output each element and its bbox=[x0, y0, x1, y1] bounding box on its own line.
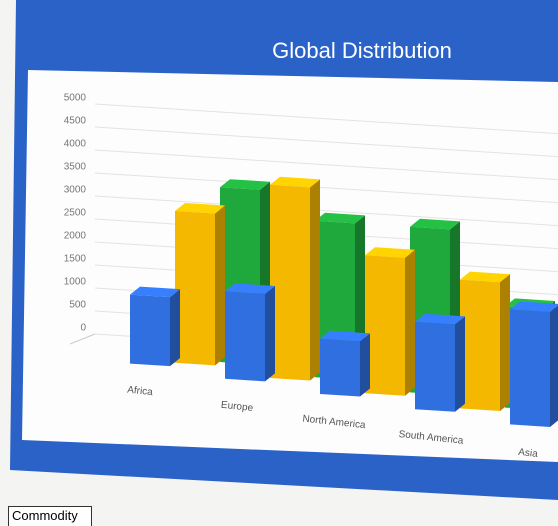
bar bbox=[510, 309, 550, 427]
bar bbox=[415, 322, 455, 412]
y-tick-label: 500 bbox=[69, 300, 86, 311]
y-tick-label: 3500 bbox=[64, 162, 87, 173]
bar-side bbox=[215, 206, 225, 366]
bar bbox=[365, 255, 405, 396]
bar bbox=[460, 280, 500, 411]
y-tick-label: 0 bbox=[80, 323, 86, 334]
chart-title: Global Distribution bbox=[272, 38, 452, 63]
bar-side bbox=[360, 333, 370, 396]
bar-side bbox=[550, 304, 558, 427]
y-tick-label: 4000 bbox=[64, 139, 87, 150]
bar bbox=[320, 339, 360, 397]
bar-side bbox=[265, 286, 275, 381]
bar-side bbox=[170, 289, 180, 366]
chart: Global Distribution 0 500 1000 1500 2000 2500… bbox=[0, 0, 558, 500]
bar bbox=[130, 295, 170, 367]
bar-side bbox=[310, 179, 320, 380]
bar-side bbox=[500, 274, 510, 411]
bar bbox=[270, 185, 310, 381]
y-tick-label: 5000 bbox=[64, 93, 87, 104]
y-tick-label: 3000 bbox=[64, 185, 87, 196]
x-tick-label: Asia bbox=[518, 447, 539, 460]
bar bbox=[175, 211, 215, 365]
y-tick-label: 1000 bbox=[64, 277, 87, 288]
bar-side bbox=[455, 316, 465, 411]
y-tick-label: 4500 bbox=[64, 116, 87, 127]
bar-side bbox=[405, 250, 415, 396]
bar bbox=[225, 291, 265, 381]
page: Global Distribution 0 500 1000 1500 2000 2500… bbox=[0, 0, 558, 526]
y-tick-label: 2000 bbox=[64, 231, 87, 242]
y-tick-label: 1500 bbox=[64, 254, 87, 265]
table-header-cell: Commodity bbox=[8, 506, 92, 526]
y-tick-label: 2500 bbox=[64, 208, 87, 219]
